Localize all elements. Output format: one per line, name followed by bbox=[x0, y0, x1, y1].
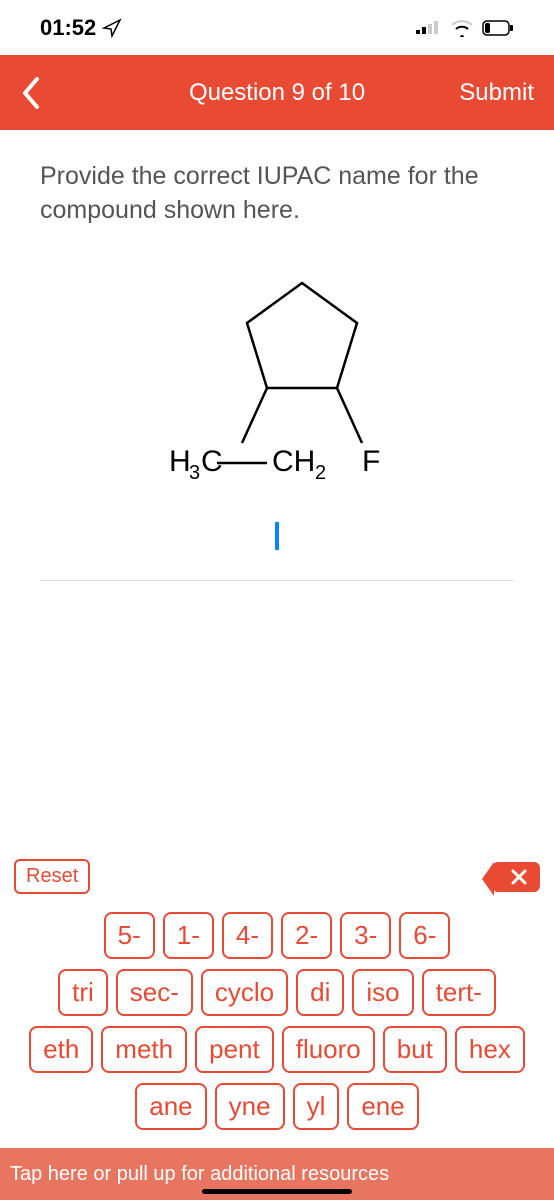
svg-text:CH: CH bbox=[272, 445, 315, 478]
control-row: Reset bbox=[12, 859, 542, 894]
key-tri[interactable]: tri bbox=[58, 969, 108, 1016]
key-ene[interactable]: ene bbox=[347, 1083, 418, 1130]
key-5[interactable]: 5- bbox=[104, 912, 155, 959]
key-row-1: 5- 1- 4- 2- 3- 6- bbox=[104, 912, 451, 959]
key-hex[interactable]: hex bbox=[455, 1026, 525, 1073]
key-cyclo[interactable]: cyclo bbox=[201, 969, 288, 1016]
keyboard-area: Reset 5- 1- 4- 2- 3- 6- tri sec- cyclo d… bbox=[0, 859, 554, 1130]
key-yne[interactable]: yne bbox=[215, 1083, 285, 1130]
close-icon bbox=[510, 868, 528, 886]
banner-text: Tap here or pull up for additional resou… bbox=[10, 1163, 389, 1186]
key-eth[interactable]: eth bbox=[29, 1026, 93, 1073]
key-4[interactable]: 4- bbox=[222, 912, 273, 959]
divider bbox=[40, 580, 514, 581]
svg-text:H: H bbox=[169, 445, 191, 478]
key-tert[interactable]: tert- bbox=[422, 969, 496, 1016]
back-button[interactable] bbox=[0, 55, 60, 130]
molecule-structure: H3C CH2 F bbox=[127, 268, 427, 508]
status-time: 01:52 bbox=[40, 15, 96, 41]
location-arrow-icon bbox=[102, 18, 122, 38]
key-rows: 5- 1- 4- 2- 3- 6- tri sec- cyclo di iso … bbox=[12, 912, 542, 1130]
svg-text:2: 2 bbox=[315, 462, 326, 484]
reset-button[interactable]: Reset bbox=[14, 859, 90, 894]
cellular-signal-icon bbox=[416, 20, 442, 36]
key-row-2: tri sec- cyclo di iso tert- bbox=[58, 969, 496, 1016]
backspace-button[interactable] bbox=[492, 862, 540, 892]
compound-diagram: H3C CH2 F bbox=[40, 268, 514, 550]
key-but[interactable]: but bbox=[383, 1026, 447, 1073]
wifi-icon bbox=[450, 19, 474, 37]
key-fluoro[interactable]: fluoro bbox=[282, 1026, 375, 1073]
key-row-4: ane yne yl ene bbox=[135, 1083, 418, 1130]
question-counter: Question 9 of 10 bbox=[189, 79, 365, 107]
key-meth[interactable]: meth bbox=[101, 1026, 187, 1073]
key-1[interactable]: 1- bbox=[163, 912, 214, 959]
header-bar: Question 9 of 10 Submit bbox=[0, 55, 554, 130]
key-iso[interactable]: iso bbox=[352, 969, 413, 1016]
status-right bbox=[416, 19, 514, 37]
question-area: Provide the correct IUPAC name for the c… bbox=[0, 130, 554, 581]
key-3[interactable]: 3- bbox=[340, 912, 391, 959]
svg-text:C: C bbox=[201, 445, 223, 478]
svg-text:F: F bbox=[362, 445, 380, 478]
question-text: Provide the correct IUPAC name for the c… bbox=[40, 160, 514, 228]
status-bar: 01:52 bbox=[0, 0, 554, 55]
status-left: 01:52 bbox=[40, 15, 122, 41]
key-pent[interactable]: pent bbox=[195, 1026, 274, 1073]
chevron-left-icon bbox=[19, 75, 41, 111]
svg-text:3: 3 bbox=[189, 462, 200, 484]
submit-button[interactable]: Submit bbox=[459, 79, 534, 107]
key-ane[interactable]: ane bbox=[135, 1083, 206, 1130]
battery-icon bbox=[482, 20, 514, 36]
text-cursor[interactable] bbox=[275, 522, 279, 550]
key-2[interactable]: 2- bbox=[281, 912, 332, 959]
key-row-3: eth meth pent fluoro but hex bbox=[29, 1026, 525, 1073]
home-indicator[interactable] bbox=[202, 1189, 352, 1194]
key-sec[interactable]: sec- bbox=[116, 969, 193, 1016]
key-di[interactable]: di bbox=[296, 969, 344, 1016]
key-yl[interactable]: yl bbox=[293, 1083, 340, 1130]
key-6[interactable]: 6- bbox=[399, 912, 450, 959]
